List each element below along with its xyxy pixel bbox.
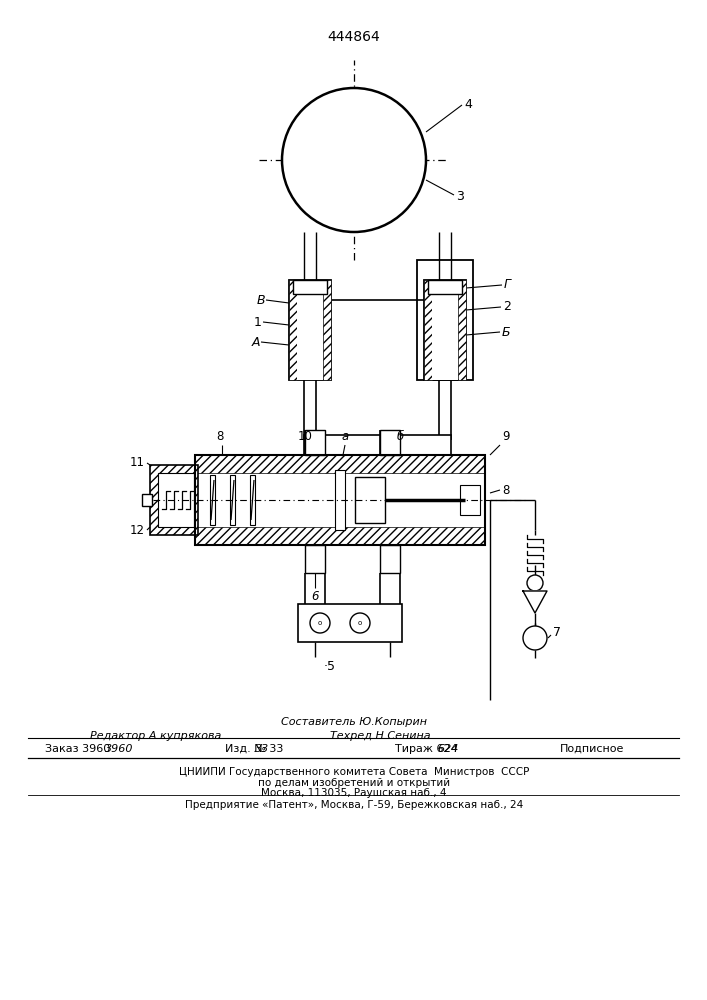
- Text: Б: Б: [502, 326, 510, 338]
- Text: Москва, 113035, Раушская наб., 4: Москва, 113035, Раушская наб., 4: [262, 788, 447, 798]
- Text: 4: 4: [464, 98, 472, 110]
- Text: 11: 11: [130, 456, 145, 470]
- Text: ЦНИИПИ Государственного комитета Совета  Министров  СССР: ЦНИИПИ Государственного комитета Совета …: [179, 767, 529, 777]
- Text: Изд. № 33: Изд. № 33: [225, 744, 284, 754]
- Circle shape: [310, 613, 330, 633]
- Bar: [195, 455, 485, 473]
- Text: б: б: [397, 430, 404, 443]
- Text: 6: 6: [311, 590, 319, 603]
- Bar: [195, 527, 485, 545]
- Text: Тираж 624: Тираж 624: [395, 744, 457, 754]
- Bar: [250, 475, 255, 525]
- Bar: [432, 280, 458, 380]
- Bar: [380, 545, 400, 573]
- Text: 10: 10: [298, 430, 312, 443]
- Bar: [289, 280, 297, 380]
- Text: 2: 2: [503, 300, 511, 314]
- Bar: [150, 465, 198, 535]
- Bar: [355, 477, 385, 523]
- Text: 33: 33: [255, 744, 269, 754]
- Text: Составитель Ю.Копырин: Составитель Ю.Копырин: [281, 717, 427, 727]
- Bar: [335, 470, 345, 530]
- Polygon shape: [523, 591, 547, 613]
- Bar: [297, 280, 323, 380]
- Text: 3960: 3960: [105, 744, 134, 754]
- Bar: [195, 455, 485, 545]
- Text: Техред Н.Сенина: Техред Н.Сенина: [330, 731, 431, 741]
- Bar: [289, 280, 331, 380]
- Bar: [458, 280, 466, 380]
- Bar: [158, 473, 194, 527]
- Circle shape: [527, 575, 543, 591]
- Text: 12: 12: [130, 524, 145, 536]
- Text: 8: 8: [216, 430, 223, 443]
- Bar: [424, 280, 432, 380]
- Bar: [230, 475, 235, 525]
- Bar: [428, 280, 462, 294]
- Text: o: o: [318, 620, 322, 626]
- Bar: [305, 545, 325, 573]
- Text: 7: 7: [553, 626, 561, 640]
- Text: 1: 1: [254, 316, 262, 328]
- Bar: [210, 475, 215, 525]
- Bar: [460, 485, 480, 515]
- Text: 3: 3: [456, 190, 464, 202]
- Text: 624: 624: [437, 744, 458, 754]
- Text: по делам изобретений и открытий: по делам изобретений и открытий: [258, 778, 450, 788]
- Text: А: А: [252, 336, 260, 349]
- Text: а: а: [341, 430, 349, 443]
- Bar: [304, 435, 451, 455]
- Text: В: В: [257, 294, 265, 306]
- Text: Подписное: Подписное: [560, 744, 624, 754]
- Text: 444864: 444864: [327, 30, 380, 44]
- Text: 8: 8: [502, 484, 509, 496]
- Bar: [305, 430, 325, 455]
- Bar: [323, 280, 331, 380]
- Text: Г: Г: [504, 278, 511, 292]
- Text: Редактор А.купрякова: Редактор А.купрякова: [90, 731, 221, 741]
- Bar: [417, 260, 473, 380]
- Bar: [142, 494, 152, 506]
- Bar: [293, 280, 327, 294]
- Text: Заказ 3960: Заказ 3960: [45, 744, 110, 754]
- Circle shape: [523, 626, 547, 650]
- Bar: [298, 604, 402, 642]
- Bar: [424, 280, 466, 380]
- Text: ·5: ·5: [324, 660, 336, 673]
- Text: o: o: [358, 620, 362, 626]
- Text: Предприятие «Патент», Москва, Г-59, Бережковская наб., 24: Предприятие «Патент», Москва, Г-59, Бере…: [185, 800, 523, 810]
- Circle shape: [350, 613, 370, 633]
- Text: 9: 9: [502, 430, 510, 443]
- Bar: [380, 430, 400, 455]
- Circle shape: [282, 88, 426, 232]
